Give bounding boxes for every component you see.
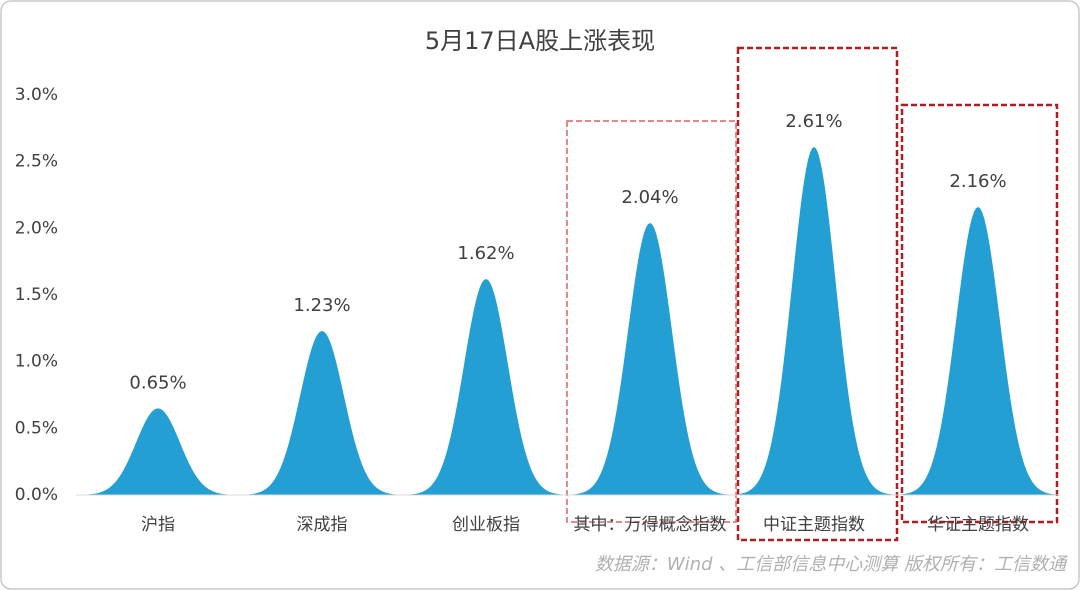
bell: [76, 408, 240, 495]
source-note: 数据源：Wind 、工信部信息中心测算 版权所有：工信数通: [595, 554, 1068, 575]
y-tick-label: 2.5%: [15, 152, 58, 172]
y-tick-label: 3.0%: [15, 85, 58, 105]
y-tick-label: 1.0%: [15, 352, 58, 372]
value-label: 0.65%: [129, 372, 186, 393]
x-tick-label: 其中：万得概念指数: [574, 514, 727, 535]
y-tick-label: 0.5%: [15, 418, 58, 438]
bell: [568, 223, 732, 495]
bell: [732, 147, 896, 495]
value-label: 1.23%: [293, 295, 350, 316]
highlight-box: [566, 120, 737, 523]
x-tick-label: 中证主题指数: [763, 515, 865, 535]
highlight-box: [736, 46, 899, 542]
bell: [404, 279, 568, 495]
bell: [896, 207, 1060, 495]
value-label: 2.04%: [621, 187, 678, 208]
y-tick-label: 2.0%: [15, 218, 58, 238]
y-tick-label: 0.0%: [15, 485, 58, 505]
x-tick-label: 深成指: [297, 515, 348, 535]
highlight-box: [900, 103, 1059, 524]
x-tick-label: 华证主题指数: [927, 515, 1029, 535]
x-tick-label: 创业板指: [452, 515, 520, 535]
value-label: 2.16%: [949, 171, 1006, 192]
chart-title: 5月17日A股上涨表现: [425, 27, 655, 55]
y-tick-label: 1.5%: [15, 285, 58, 305]
x-tick-label: 沪指: [141, 515, 175, 535]
value-label: 2.61%: [785, 111, 842, 132]
value-label: 1.62%: [457, 243, 514, 264]
bell: [240, 331, 404, 495]
